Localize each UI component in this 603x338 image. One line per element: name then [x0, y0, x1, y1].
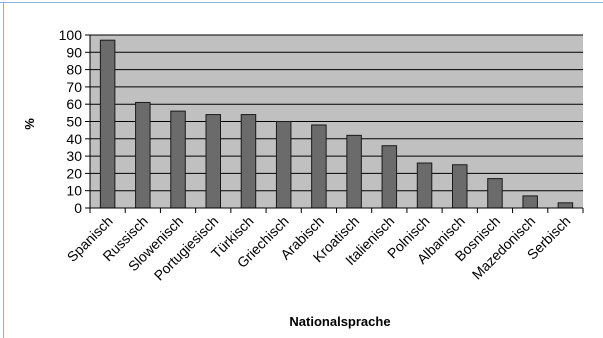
x-axis-label: Nationalsprache: [289, 314, 390, 329]
y-tick-label: 20: [66, 165, 82, 181]
y-tick-label: 60: [66, 96, 82, 112]
y-tick-label: 40: [66, 131, 82, 147]
bar-slowenisch: [170, 110, 186, 209]
y-tick-label: 70: [66, 79, 82, 95]
x-tick-labels: SpanischRussischSlowenischPortugiesischT…: [64, 213, 574, 284]
y-tick-label: 80: [66, 62, 82, 78]
frame-top-border: [0, 2, 603, 3]
bar-griechisch: [275, 121, 292, 209]
bar-portugiesisch: [205, 114, 221, 209]
frame-left-border: [3, 2, 4, 338]
y-tick-label: 100: [59, 27, 83, 43]
bar-serbisch: [557, 202, 574, 209]
bar-arabisch: [311, 124, 327, 209]
bar-türkisch: [240, 114, 257, 209]
bar-bosnisch: [487, 178, 503, 209]
bar-mazedonisch: [522, 195, 538, 209]
y-axis-label: %: [22, 118, 37, 130]
bar-spanisch: [99, 39, 116, 209]
bars: [99, 39, 574, 209]
y-tick-label: 90: [66, 44, 82, 60]
axes: [85, 34, 584, 213]
bar-albanisch: [452, 164, 468, 209]
bar-russisch: [135, 101, 151, 209]
y-tick-label: 10: [66, 183, 82, 199]
y-tick-label: 50: [66, 114, 82, 130]
bar-kroatisch: [346, 134, 362, 209]
y-tick-label: 0: [74, 200, 82, 216]
bar-italienisch: [381, 145, 398, 209]
y-tick-label: 30: [66, 148, 82, 164]
bar-polnisch: [416, 162, 433, 209]
